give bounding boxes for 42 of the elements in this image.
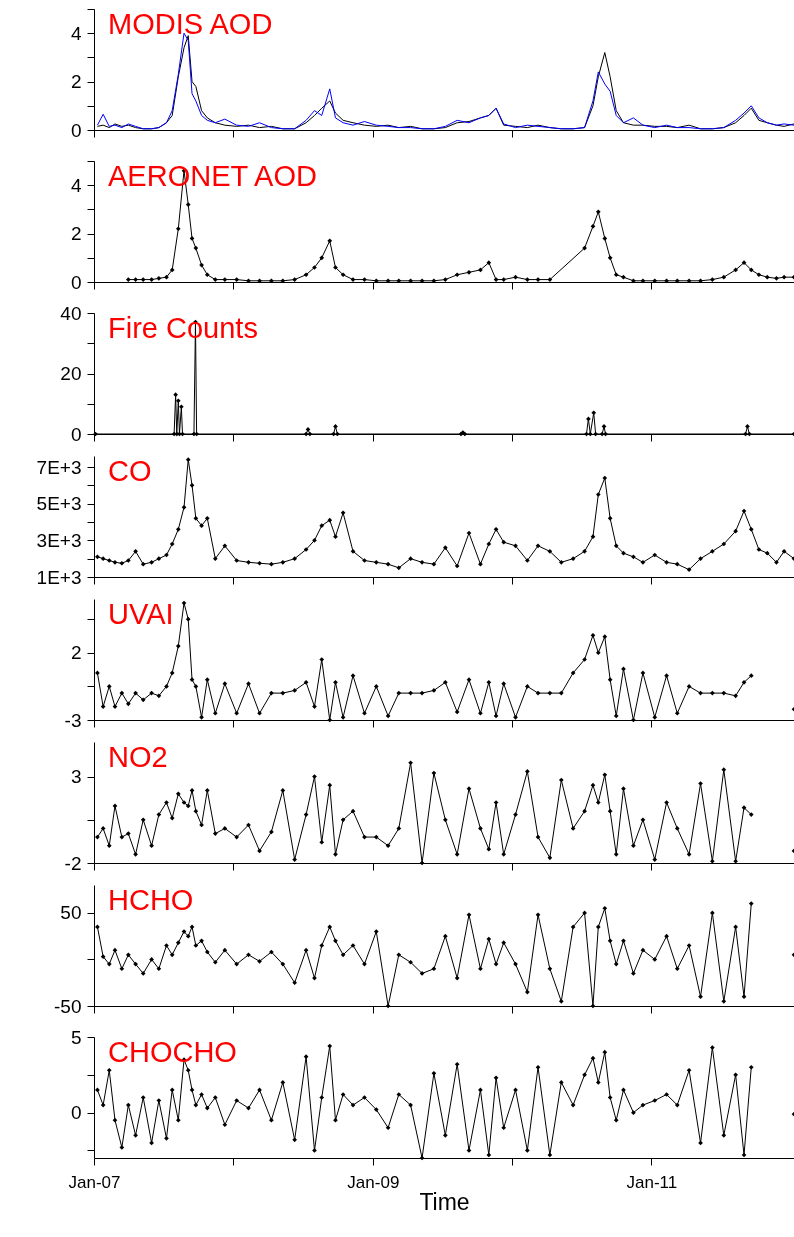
chart-title: UVAI [108,598,174,630]
point [587,431,593,437]
x-tick-label: Jan-07 [68,1172,121,1192]
y-tick-label: -2 [64,852,82,874]
y-tick-label: 0 [70,271,82,293]
y-tick-label: 3E+3 [36,529,82,551]
y-tick-label: -3 [64,709,82,731]
point [307,431,313,437]
y-tick-label: 5 [70,1026,82,1048]
y-tick-label: 5E+3 [36,493,82,515]
y-tick-label: 20 [60,363,82,384]
y-tick-label: 0 [70,119,82,141]
y-tick-label: 40 [60,302,82,324]
x-tick-label: Jan-11 [626,1172,678,1192]
y-tick-label: 2 [70,223,82,245]
chart-title: CHOCHO [108,1036,237,1068]
point [173,392,178,398]
y-tick-label: 50 [60,902,82,924]
y-tick-label: -50 [54,995,82,1017]
y-tick-label: 1E+3 [36,566,82,588]
x-tick-label: Jan-09 [347,1172,400,1192]
chart-title: HCHO [108,884,194,916]
chart-title: NO2 [108,741,168,773]
y-tick-label: 0 [70,1102,82,1124]
x-axis-title: Time [419,1188,470,1215]
point [591,410,597,416]
y-tick-label: 2 [70,71,82,93]
chart-title: CO [108,455,152,487]
point [333,424,338,429]
y-tick-label: 7E+3 [36,456,82,478]
point [303,431,309,437]
point [586,416,591,422]
y-tick-label: 4 [70,22,82,44]
point [745,424,750,429]
y-tick-label: 4 [70,174,82,196]
point [175,398,181,404]
y-tick-label: 2 [70,642,82,664]
y-tick-label: 3 [70,766,82,788]
y-tick-label: 0 [70,423,82,445]
point [179,404,184,410]
chart-title: MODIS AOD [108,8,273,40]
point [599,431,605,437]
